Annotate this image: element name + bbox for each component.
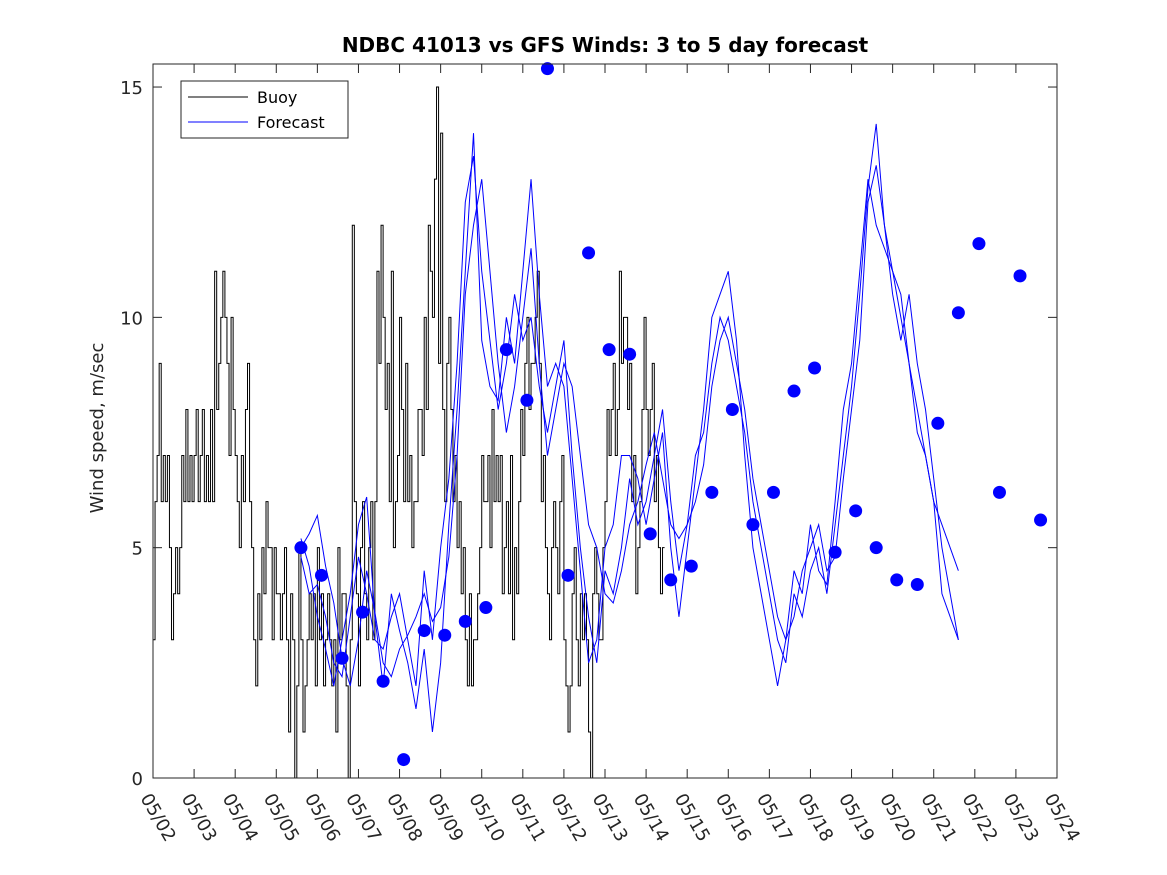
forecast-line-2 (300, 123, 959, 686)
buoy-line (153, 86, 665, 779)
forecast-marker (684, 559, 698, 573)
plot-area (153, 62, 1048, 779)
forecast-line-1 (300, 165, 959, 687)
forecast-marker (931, 416, 945, 430)
forecast-marker (951, 306, 965, 320)
forecast-marker (520, 393, 534, 407)
forecast-marker (458, 614, 472, 628)
forecast-marker (540, 62, 554, 76)
forecast-marker (623, 347, 637, 361)
forecast-marker (499, 343, 513, 357)
forecast-marker (664, 573, 678, 587)
buoy-series (153, 86, 665, 779)
forecast-marker (1034, 513, 1048, 527)
forecast-marker (335, 651, 349, 665)
chart-title: NDBC 41013 vs GFS Winds: 3 to 5 day fore… (342, 33, 869, 57)
forecast-marker (705, 485, 719, 499)
forecast-marker (992, 485, 1006, 499)
forecast-marker (356, 605, 370, 619)
forecast-marker (808, 361, 822, 375)
forecast-marker (479, 601, 493, 615)
forecast-marker (417, 624, 431, 638)
forecast-marker (766, 485, 780, 499)
y-axis-label: Wind speed, m/sec (87, 343, 108, 514)
forecast-marker (561, 568, 575, 582)
forecast-line-3 (300, 133, 959, 732)
y-axis: 0 5 10 15 (120, 78, 1057, 790)
forecast-marker (294, 541, 308, 555)
forecast-marker (890, 573, 904, 587)
forecast-marker (725, 402, 739, 416)
forecast-marker (972, 237, 986, 251)
forecast-series (300, 123, 959, 732)
forecast-marker (910, 578, 924, 592)
forecast-markers (294, 62, 1048, 767)
forecast-marker (602, 343, 616, 357)
forecast-marker (376, 674, 390, 688)
legend: Buoy Forecast (180, 80, 349, 139)
forecast-marker (1013, 269, 1027, 283)
legend-box (180, 80, 349, 139)
forecast-marker (849, 504, 863, 518)
forecast-marker (582, 246, 596, 260)
forecast-marker (397, 753, 411, 767)
forecast-marker (746, 518, 760, 532)
y-tick-label: 15 (120, 78, 143, 99)
y-tick-label: 5 (132, 539, 143, 560)
forecast-marker (787, 384, 801, 398)
forecast-marker (869, 541, 883, 555)
legend-buoy-label: Buoy (257, 88, 297, 107)
forecast-marker (643, 527, 657, 541)
forecast-marker (438, 628, 452, 642)
y-tick-label: 10 (120, 308, 143, 329)
legend-forecast-label: Forecast (257, 113, 325, 132)
forecast-marker (828, 545, 842, 559)
y-tick-label: 0 (132, 769, 143, 790)
forecast-marker (314, 568, 328, 582)
